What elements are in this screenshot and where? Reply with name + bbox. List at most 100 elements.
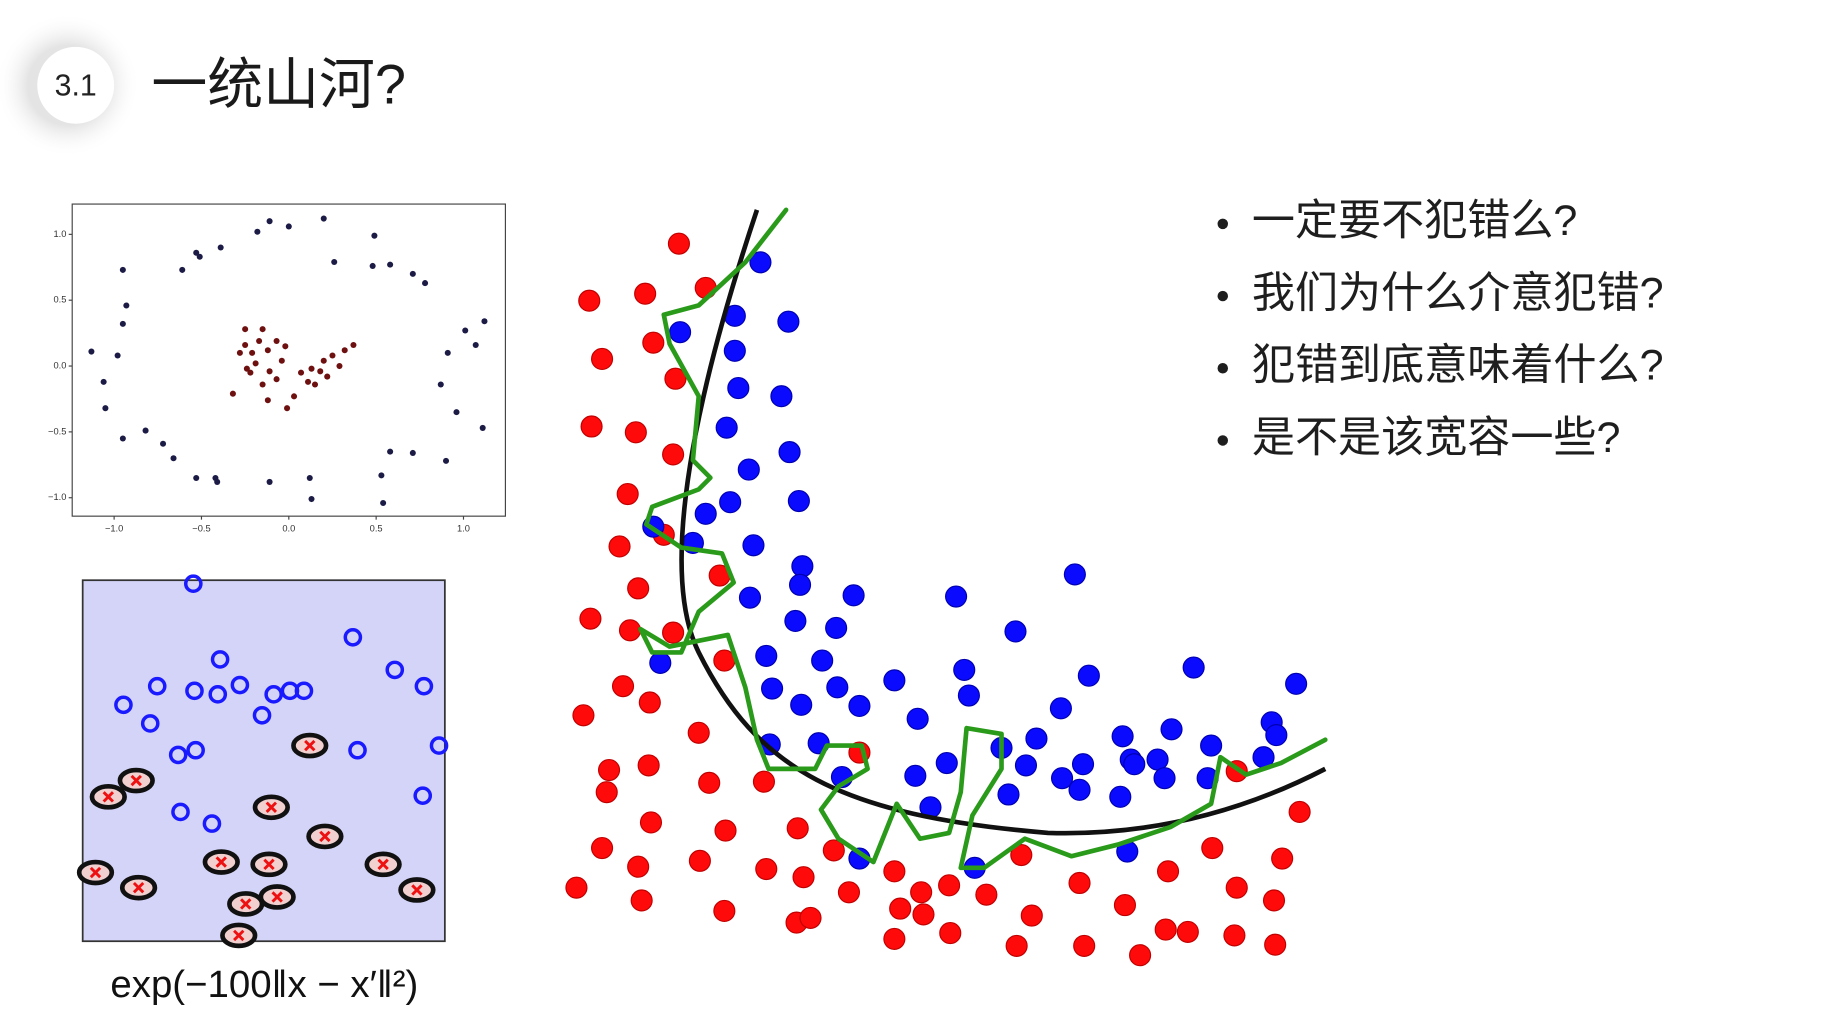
cross-mark	[271, 891, 283, 903]
open-circle	[168, 745, 188, 765]
y-tick-label: 0.0	[53, 360, 66, 370]
red-dot	[786, 817, 809, 840]
blue-dot	[1109, 785, 1132, 808]
red-dot	[580, 415, 603, 438]
red-dot	[611, 675, 635, 698]
scatter-point	[236, 349, 243, 356]
scatter-point	[229, 390, 236, 397]
red-dot	[755, 857, 778, 881]
blue-dot	[791, 555, 814, 578]
red-dot	[608, 535, 631, 558]
scatter-point	[304, 378, 312, 385]
blue-dot	[1285, 672, 1308, 695]
blue-dot	[1077, 664, 1100, 687]
red-dot	[1264, 933, 1287, 956]
kernel-formula: exp(−100‖x − x′‖²)	[110, 963, 418, 1006]
open-circle	[294, 681, 314, 701]
red-dot	[639, 811, 663, 834]
red-dot	[1005, 934, 1028, 957]
scatter-point	[308, 365, 315, 372]
cross-mark	[89, 866, 102, 879]
scatter-point	[437, 381, 444, 388]
red-dot	[627, 855, 650, 878]
bullet-dot	[1217, 363, 1229, 374]
scatter-point	[278, 357, 285, 364]
blue-dot	[945, 585, 968, 608]
scatter-point	[336, 363, 343, 370]
red-dot	[638, 691, 661, 714]
y-tick-label: 1.0	[53, 229, 66, 239]
red-dot	[662, 443, 685, 466]
blue-dot	[825, 616, 848, 640]
scatter-point	[442, 457, 450, 464]
open-circle	[210, 650, 230, 669]
blue-dot	[1025, 727, 1048, 750]
scatter-point	[329, 352, 336, 359]
bullet-text: 我们为什么介意犯错?	[1252, 269, 1664, 317]
bullet-dot	[1217, 218, 1229, 230]
scatter-point	[409, 270, 416, 277]
open-circle	[264, 685, 283, 704]
red-dot	[1129, 944, 1152, 967]
red-dot	[1223, 924, 1246, 947]
cross-mark	[319, 830, 331, 843]
scatter-frame	[71, 203, 506, 517]
blue-dot	[649, 651, 672, 674]
blue-dot	[935, 751, 958, 775]
blue-dot	[1049, 697, 1072, 720]
blue-dot	[1160, 718, 1183, 741]
red-dot	[642, 331, 665, 354]
scatter-point	[217, 244, 224, 251]
blue-dot	[784, 609, 807, 633]
scatter-point	[453, 409, 460, 416]
scatter-point	[324, 373, 331, 380]
blue-dot	[787, 489, 810, 513]
scatter-point	[266, 218, 273, 225]
y-tick-label: 0.5	[53, 295, 66, 305]
red-dot	[595, 781, 618, 804]
section-badge	[37, 46, 115, 124]
blue-dot	[737, 458, 760, 481]
red-dot	[752, 770, 776, 793]
scatter-point	[119, 320, 126, 327]
bullet-text: 是不是该宽容一些?	[1252, 414, 1621, 462]
scatter-point	[170, 455, 177, 462]
cross-mark	[377, 858, 389, 871]
scatter-point	[256, 337, 263, 345]
blue-dot	[1265, 724, 1288, 747]
blue-dot	[761, 677, 784, 700]
red-dot	[667, 232, 690, 255]
red-dot	[662, 621, 685, 644]
scatter-point	[320, 215, 327, 222]
red-dot	[627, 577, 650, 600]
red-dot	[713, 899, 736, 923]
scatter-point	[320, 357, 327, 364]
bullet-text: 一定要不犯错么?	[1252, 197, 1578, 245]
scatter-point	[266, 478, 273, 485]
red-dot	[688, 849, 711, 872]
blue-dot	[1071, 753, 1095, 776]
section-number: 3.1	[55, 70, 97, 103]
scatter-point	[462, 327, 469, 334]
red-dot	[975, 883, 998, 906]
scatter-point	[387, 448, 394, 455]
red-dot	[634, 282, 657, 305]
scatter-point	[264, 347, 271, 354]
scatter-point	[387, 261, 394, 268]
scatter-point	[298, 369, 305, 376]
cross-mark	[304, 739, 316, 752]
classifier-illustration	[565, 207, 1328, 967]
scatter-point	[380, 499, 387, 507]
open-circle	[140, 714, 160, 733]
blue-dot	[1146, 748, 1169, 771]
red-dot	[597, 758, 621, 782]
scatter-point	[306, 474, 313, 482]
red-dot	[630, 889, 653, 912]
scatter-point	[266, 368, 273, 375]
scatter-point	[479, 424, 486, 431]
red-dot	[912, 903, 935, 926]
bullet-dot	[1217, 435, 1229, 446]
open-circle	[208, 685, 228, 704]
scatter-point	[247, 369, 254, 376]
